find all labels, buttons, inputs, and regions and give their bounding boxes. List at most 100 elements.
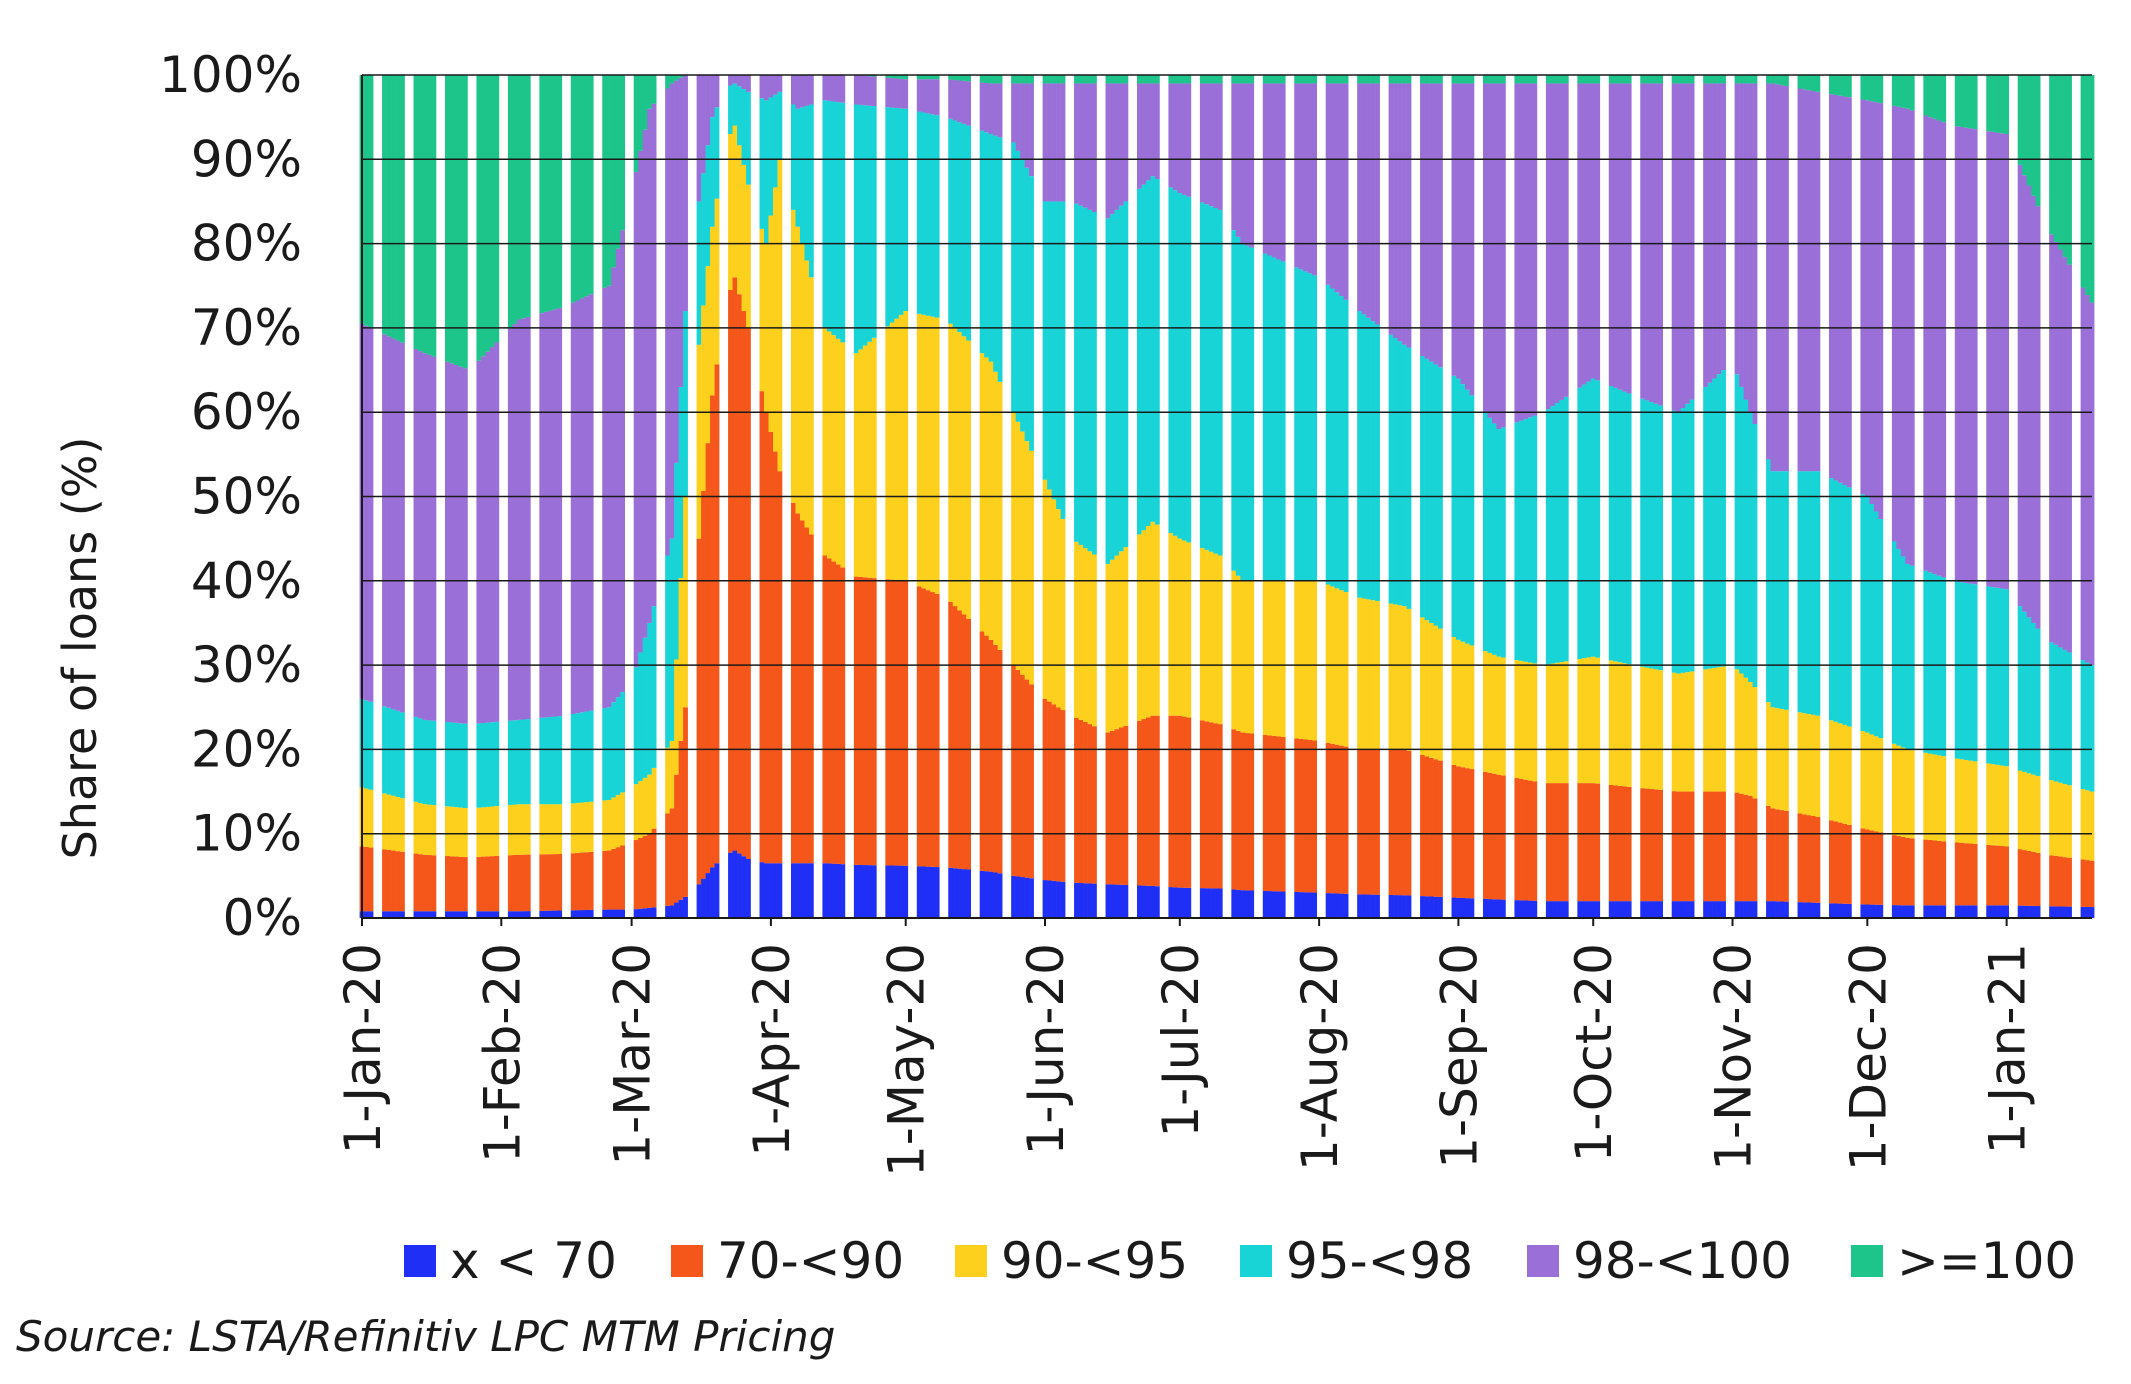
bar-segment [400,911,405,918]
bar-segment [1456,75,1461,84]
bar-segment [458,911,464,918]
bar-segment [476,360,482,724]
bar-segment [602,850,608,910]
bar-segment [979,870,985,918]
bar-segment [1963,75,1969,128]
bar-segment [1051,83,1057,202]
bar-segment [1617,389,1623,663]
bar-segment [1869,75,1875,102]
bar-segment [826,863,832,918]
bar-segment [1271,83,1277,258]
x-tick-label: 1-Nov-20 [1705,943,1763,1171]
bar-segment [489,722,495,807]
bar-segment [1231,889,1237,918]
bar-segment [1550,75,1556,84]
bar-segment [1559,399,1565,663]
bar-segment [1343,746,1349,894]
bar-segment [732,850,738,918]
bar-segment [808,75,814,105]
bar-segment [386,794,392,850]
bar-segment [494,806,500,856]
bar-segment [1303,580,1309,740]
bar-segment [1837,822,1843,904]
bar-segment [1042,698,1048,881]
bar-segment [2031,195,2036,623]
bar-segment [1244,580,1250,734]
bar-segment [2017,905,2023,918]
bar-segment [1775,901,1780,918]
bar-segment [1244,890,1250,918]
bar-segment [1357,597,1362,750]
bar-segment [633,75,639,172]
bar-segment [777,75,783,92]
bar-segment [1968,760,1974,844]
bar-segment [1545,75,1551,84]
bar-segment [1828,478,1834,721]
bar-segment [584,909,590,918]
bar-segment [1743,399,1749,678]
bar-segment [611,909,617,918]
bar-segment [952,327,958,607]
bar-segment [1941,756,1947,842]
bar-segment [1487,772,1493,900]
bar-segment [741,75,747,90]
bar-segment [1361,749,1367,895]
bar-segment [1613,661,1619,786]
bar-segment [1739,793,1744,902]
bar-segment [557,910,563,918]
bar-segment [1932,118,1938,575]
bar-segment [1500,83,1506,428]
bar-segment [1145,885,1151,918]
bar-segment [418,854,423,912]
bar-segment [921,866,927,918]
bar-segment [1927,117,1933,573]
bar-segment [948,79,954,119]
bar-segment [930,316,936,593]
bar-segment [543,854,549,911]
bar-segment [1900,836,1906,906]
bar-segment [1563,783,1569,902]
bar-segment [647,108,652,623]
bar-segment [1644,400,1650,668]
bar-segment [1240,580,1246,733]
bar-segment [1941,75,1947,123]
bar-segment [1015,421,1021,670]
bar-segment [665,813,670,906]
bar-segment [1806,471,1812,714]
bar-segment [1029,176,1034,451]
bar-segment [1011,412,1016,666]
bar-segment [1330,893,1335,918]
y-tick-label: 40% [191,552,302,610]
bar-segment [1837,95,1843,483]
bar-segment [1775,84,1780,472]
bar-segment [2053,241,2059,645]
bar-segment [1873,511,1879,737]
bar-segment [615,75,621,249]
bar-segment [957,75,963,81]
x-tick-label: 1-Aug-20 [1291,943,1349,1171]
bar-segment [997,381,1003,650]
bar-segment [773,75,778,95]
bar-segment [1482,75,1488,84]
bar-segment [1047,880,1052,918]
bar-segment [2058,75,2063,250]
bar-segment [1766,75,1771,84]
y-tick-label: 80% [191,215,302,273]
bar-segment [1500,775,1506,900]
bar-segment [521,804,527,855]
bar-segment [894,865,900,918]
bar-segment [1186,717,1192,888]
bar-segment [1105,884,1111,918]
bar-segment [1150,176,1156,522]
bar-segment [575,300,581,714]
bar-segment [858,349,864,577]
bar-segment [993,644,998,873]
bar-segment [1119,205,1124,552]
bar-segment [364,788,369,847]
bar-segment [1590,901,1596,918]
bar-segment [521,911,527,918]
bar-segment [674,75,679,81]
bar-segment [1015,75,1021,84]
bar-segment [1959,842,1965,906]
bar-segment [1438,628,1443,761]
